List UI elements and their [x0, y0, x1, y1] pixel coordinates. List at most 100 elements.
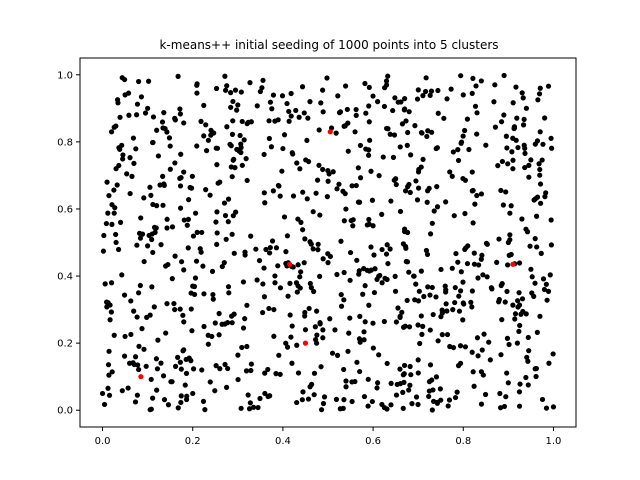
data-point	[141, 195, 147, 201]
data-point	[194, 81, 200, 87]
data-point	[260, 77, 266, 83]
data-point	[337, 109, 344, 115]
data-point	[178, 151, 184, 157]
data-point	[307, 239, 313, 245]
data-point	[301, 260, 307, 266]
data-point	[146, 78, 152, 84]
data-point	[212, 320, 218, 326]
data-point	[237, 132, 243, 139]
data-point	[310, 246, 316, 252]
data-point	[297, 166, 303, 172]
data-point	[171, 300, 177, 307]
data-point	[152, 229, 158, 235]
data-point	[150, 201, 156, 208]
data-point	[469, 304, 475, 310]
data-point	[384, 276, 390, 283]
data-point	[424, 133, 430, 140]
data-point	[375, 99, 381, 105]
data-point	[183, 370, 190, 376]
data-point	[458, 73, 464, 79]
data-point	[284, 100, 290, 107]
data-point	[402, 96, 408, 102]
data-point	[160, 173, 166, 179]
data-point	[354, 359, 360, 365]
data-point	[121, 353, 128, 359]
data-point	[293, 107, 299, 114]
data-point	[224, 83, 230, 89]
data-point	[385, 73, 391, 79]
data-point	[537, 181, 544, 187]
data-point	[363, 110, 369, 116]
data-point	[540, 141, 546, 147]
data-point	[172, 160, 178, 166]
data-point	[178, 399, 184, 406]
data-point	[383, 78, 390, 84]
data-point	[509, 149, 515, 155]
data-point	[124, 171, 130, 177]
data-point	[404, 297, 410, 304]
data-point	[212, 388, 218, 394]
data-point	[355, 199, 362, 205]
data-point	[175, 73, 181, 79]
data-point	[181, 169, 187, 175]
data-point	[216, 310, 222, 317]
data-point	[239, 344, 245, 351]
data-point	[105, 385, 111, 391]
data-point	[333, 396, 340, 402]
data-point	[134, 112, 140, 118]
data-point	[427, 292, 433, 298]
data-point	[450, 307, 456, 313]
data-point	[242, 316, 248, 322]
data-point	[400, 405, 406, 411]
data-point	[314, 332, 320, 338]
data-point	[243, 368, 250, 374]
data-point	[295, 370, 302, 376]
data-point	[393, 392, 400, 398]
data-point	[209, 333, 215, 340]
data-point	[542, 194, 548, 200]
data-point	[261, 294, 268, 300]
data-point	[516, 328, 522, 335]
data-point	[534, 244, 540, 250]
data-point	[238, 89, 244, 95]
data-point	[267, 99, 273, 105]
data-point	[546, 360, 552, 366]
data-point	[281, 214, 288, 220]
data-point	[395, 305, 401, 311]
data-point	[188, 185, 195, 191]
data-point	[225, 219, 231, 225]
data-point	[229, 131, 236, 137]
data-point	[314, 340, 320, 346]
data-point	[129, 173, 135, 179]
data-point	[366, 119, 372, 125]
data-point	[273, 245, 280, 251]
data-point	[136, 230, 143, 236]
data-point	[405, 129, 411, 136]
data-point	[489, 286, 495, 292]
data-point	[194, 143, 200, 149]
data-point	[443, 287, 449, 293]
data-point	[106, 392, 113, 398]
data-point	[550, 351, 556, 357]
data-point	[393, 181, 399, 188]
data-point	[357, 313, 363, 319]
data-point	[240, 279, 247, 285]
data-point	[320, 256, 326, 262]
data-point	[313, 190, 319, 196]
data-point	[418, 164, 424, 170]
data-point	[229, 174, 235, 180]
data-point	[402, 323, 408, 329]
data-point	[160, 202, 166, 208]
data-point	[382, 85, 388, 91]
data-point	[125, 90, 132, 96]
data-point	[235, 352, 241, 358]
data-point	[145, 105, 151, 111]
data-point	[286, 118, 292, 124]
data-point	[484, 274, 490, 280]
data-point	[186, 197, 192, 203]
data-point	[514, 115, 520, 121]
data-point	[338, 303, 345, 309]
data-point	[532, 236, 538, 242]
data-point	[529, 274, 535, 280]
